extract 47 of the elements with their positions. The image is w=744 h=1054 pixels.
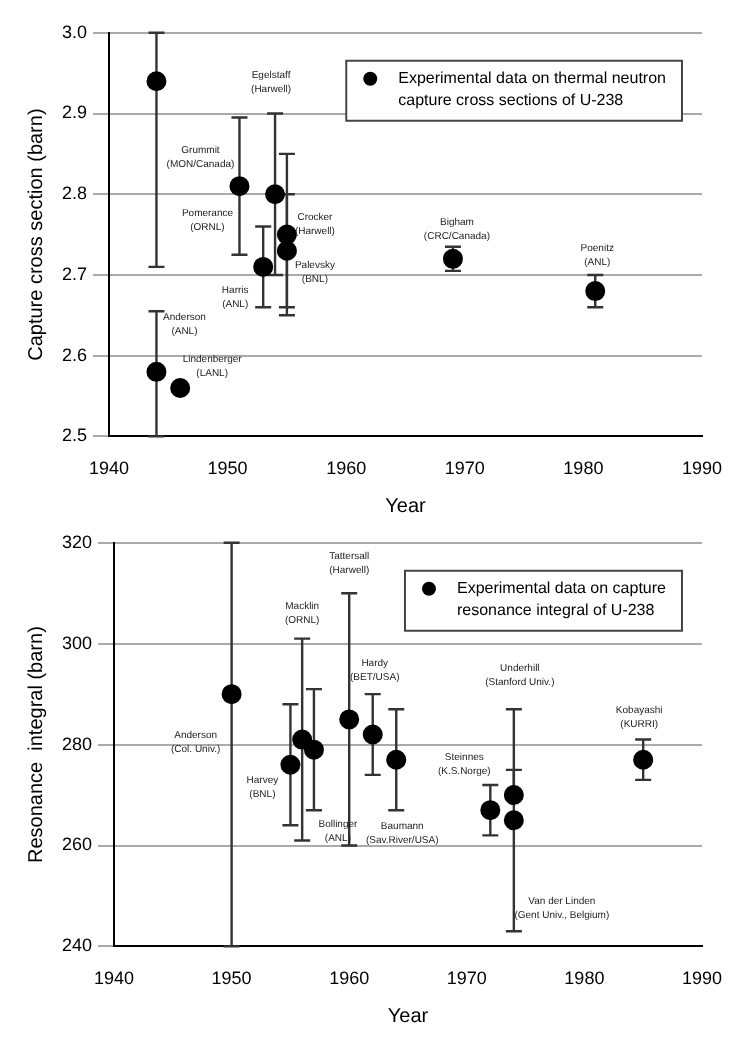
point — [339, 709, 360, 730]
point — [503, 785, 524, 806]
x-tick-label: 1980 — [564, 968, 605, 989]
x-tick-label: 1970 — [446, 968, 487, 989]
point — [280, 754, 301, 775]
x-tick-label: 1950 — [211, 968, 252, 989]
y-tick-label: 2.7 — [61, 263, 88, 284]
x-tick-label: 1960 — [329, 968, 370, 989]
x-axis-title: Year — [385, 495, 428, 518]
point — [633, 749, 654, 770]
y-tick-label: 320 — [61, 531, 93, 552]
point — [221, 684, 242, 705]
x-tick-label: 1940 — [94, 968, 135, 989]
point — [146, 71, 167, 92]
y-tick-label: 240 — [61, 935, 93, 956]
y-tick-label: 280 — [61, 733, 93, 754]
x-tick-label: 1970 — [444, 458, 485, 479]
x-tick-label: 1990 — [681, 968, 723, 989]
y-tick-label: 2.8 — [61, 183, 88, 204]
point — [170, 377, 191, 398]
y-tick-label: 2.5 — [61, 425, 88, 446]
point — [276, 240, 297, 261]
y-tick-label: 2.6 — [61, 344, 88, 365]
point — [386, 749, 407, 770]
x-tick-label: 1990 — [681, 458, 723, 479]
point — [265, 184, 286, 205]
point — [585, 281, 606, 302]
x-tick-label: 1940 — [88, 458, 130, 479]
x-tick-label: 1960 — [326, 458, 367, 479]
point — [480, 800, 501, 821]
point — [503, 810, 524, 831]
legend-label: Experimental data on thermal neutron capture cross sections of U-238 — [398, 69, 666, 110]
x-tick-label: 1980 — [563, 458, 604, 479]
y-tick-label: 3.0 — [61, 21, 88, 42]
point — [146, 361, 167, 382]
y-tick-label: 300 — [61, 632, 93, 653]
x-axis-title: Year — [387, 1005, 430, 1028]
y-axis-title: Resonance integral (barn) — [25, 626, 48, 864]
x-tick-label: 1950 — [207, 458, 248, 479]
y-axis-title: Capture cross section (barn) — [25, 108, 48, 361]
point — [362, 724, 383, 745]
y-tick-label: 260 — [61, 834, 93, 855]
point — [229, 176, 250, 197]
y-tick-label: 2.9 — [61, 102, 88, 123]
point — [253, 256, 274, 277]
legend-label: Experimental data on capture resonance integral of U-238 — [456, 579, 668, 620]
point — [303, 739, 324, 760]
